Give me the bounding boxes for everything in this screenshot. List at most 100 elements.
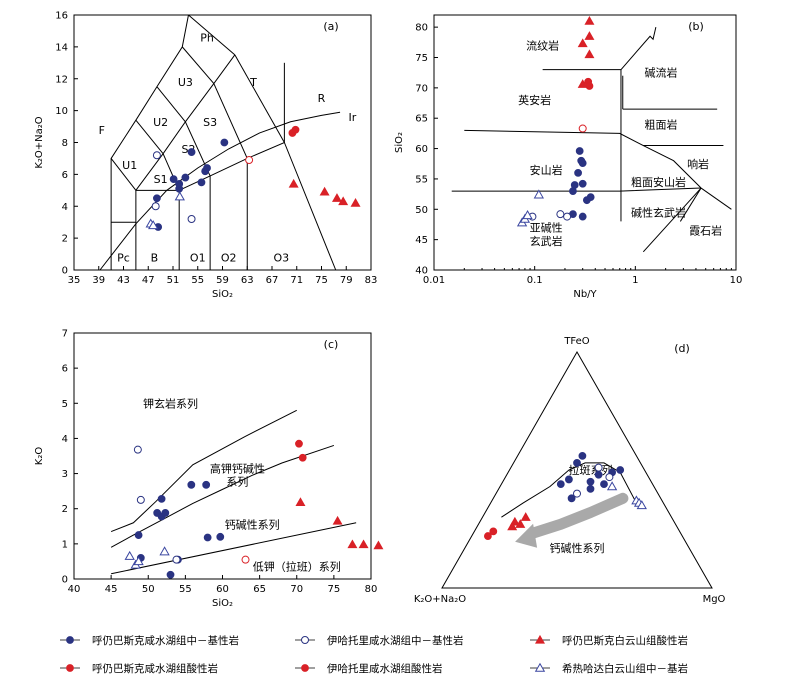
panel-a: 35 39 43 47 51 55 59 63 67 71 75 79 83 0 2 4 6 8 10 12 14 16 S… [34, 11, 377, 301]
field-label: 响岩 [687, 157, 709, 171]
x-tick-label: 83 [365, 275, 378, 286]
data-point [507, 521, 518, 531]
field-boundary [135, 54, 236, 270]
data-point [181, 173, 190, 182]
field-boundary [234, 54, 285, 143]
field-boundary [110, 409, 297, 533]
y-tick-label: 3 [62, 469, 68, 480]
field-label: T [249, 76, 257, 89]
y-axis-label: K₂O [34, 447, 45, 466]
plot-frame [73, 332, 372, 580]
data-point [134, 531, 143, 539]
data-point [216, 532, 225, 541]
data-point [556, 210, 565, 219]
x-tick-label: 43 [117, 275, 130, 286]
y-tick-label: 60 [415, 144, 428, 155]
data-point [578, 159, 587, 168]
data-point [567, 494, 576, 503]
field-boundary [188, 14, 236, 56]
y-tick-label: 6 [62, 364, 68, 375]
data-point [594, 463, 603, 472]
field-boundary [181, 46, 215, 84]
data-point [586, 477, 595, 486]
y-tick-label: 4 [62, 202, 68, 213]
y-tick-label: 16 [55, 11, 68, 22]
field-label: O2 [221, 251, 237, 264]
plot-frame [433, 14, 737, 271]
y-tick-label: 5 [62, 399, 68, 410]
data-point [347, 539, 358, 549]
field-label: R [318, 92, 326, 105]
x-tick-label: 39 [92, 275, 105, 286]
data-point [166, 570, 175, 579]
y-tick-label: 14 [55, 42, 68, 53]
field-label: 霞石岩 [689, 224, 722, 238]
field-boundary [642, 187, 702, 253]
data-point [584, 49, 595, 59]
data-point [187, 148, 196, 156]
data-point [350, 197, 361, 207]
field-label: 系列 [226, 474, 248, 488]
field-label: 钙碱性系列 [225, 518, 280, 532]
y-tick-label: 0 [62, 266, 68, 277]
legend: 呼仍巴斯克咸水湖组中－基性岩 伊哈托里咸水湖组中－基性岩 呼仍巴斯克白云山组酸性岩呼… [60, 634, 688, 675]
x-tick-label: 1 [632, 275, 638, 286]
x-tick-label: 63 [241, 275, 254, 286]
y-tick-label: 12 [55, 74, 68, 85]
data-point [291, 125, 300, 134]
data-point [358, 539, 369, 549]
x-tick-label: 80 [365, 584, 378, 595]
data-point [151, 202, 160, 211]
data-point [133, 445, 142, 454]
legend-label: 希热哈达白云山组中－基岩 [562, 662, 688, 675]
field-label: 粗面岩 [645, 117, 678, 131]
x-tick-label: 59 [216, 275, 229, 286]
data-point [565, 475, 573, 484]
y-tick-label: 55 [415, 174, 428, 185]
data-point [153, 194, 161, 203]
data-point [573, 489, 581, 498]
data-point [172, 555, 181, 564]
y-tick-label: 50 [415, 205, 428, 216]
field-label: U2 [153, 116, 168, 129]
data-point [570, 181, 579, 189]
data-point [578, 179, 587, 188]
y-tick-label: 8 [62, 138, 68, 149]
field-label: 钾玄岩系列 [143, 396, 198, 410]
data-point [169, 175, 178, 184]
data-point [600, 480, 608, 489]
x-tick-label: 10 [730, 275, 743, 286]
data-point [556, 480, 565, 489]
data-point [575, 147, 584, 155]
field-label: 碱性玄武岩 [631, 205, 686, 219]
y-tick-label: 10 [55, 106, 68, 117]
data-point [573, 459, 581, 467]
y-tick-label: 75 [415, 53, 428, 64]
panel-label: (a) [323, 20, 338, 33]
legend-marker [301, 636, 309, 644]
y-axis-label: K₂O+Na₂O [34, 116, 45, 168]
field-boundary [135, 119, 164, 154]
data-point [332, 515, 343, 525]
y-tick-label: 45 [415, 235, 428, 246]
data-point [584, 15, 595, 25]
data-point [331, 193, 342, 202]
data-point [152, 151, 161, 160]
data-point [578, 212, 587, 221]
x-axis-label: SiO₂ [212, 598, 233, 609]
ternary-triangle [441, 350, 713, 589]
x-tick-label: 0.01 [423, 275, 445, 286]
x-tick-label: 35 [68, 275, 81, 286]
data-point [298, 453, 307, 462]
data-point [187, 215, 196, 223]
x-tick-label: 65 [253, 584, 266, 595]
apex-label-right: MgO [703, 594, 726, 605]
field-label: S3 [203, 116, 217, 129]
legend-label: 呼仍巴斯克咸水湖组酸性岩 [92, 662, 218, 675]
x-tick-label: 75 [315, 275, 328, 286]
field-label: 亚碱性 [530, 221, 563, 235]
data-point [520, 512, 531, 521]
data-point [563, 212, 572, 221]
field-boundary [213, 83, 248, 159]
field-label: 高钾钙碱性 [210, 461, 265, 475]
